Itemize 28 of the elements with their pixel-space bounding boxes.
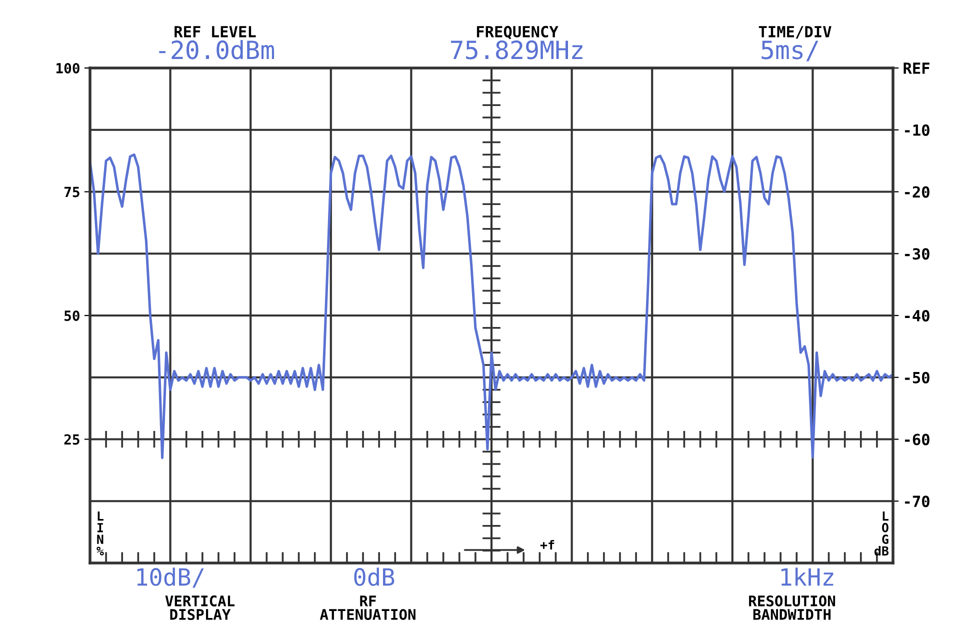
y2-tick-label: -60	[904, 434, 930, 446]
y2-tick-label: -50	[904, 372, 930, 384]
y2-axis-title: LOG dB	[874, 511, 889, 556]
text: RESOLUTION BANDWIDTH	[749, 595, 836, 620]
text: 10dB/	[137, 568, 204, 588]
text: REF LEVEL	[174, 26, 256, 38]
text: RF ATTENUATION	[320, 596, 416, 620]
line-series	[90, 153, 893, 460]
y2-tick-label: -20	[904, 186, 930, 198]
text: 0dB	[354, 568, 394, 586]
y-tick-label: 75	[64, 186, 80, 198]
y-axis-title: LIN%	[96, 511, 104, 556]
annotation: +f	[540, 540, 554, 550]
text: -20.0dBm	[159, 40, 274, 60]
y2-tick-label: -70	[904, 496, 930, 508]
y-tick-label: 50	[64, 310, 80, 321]
y2-tick-label: -10	[904, 124, 930, 136]
y2-tick-label: -30	[904, 248, 930, 260]
y-tick-label: 25	[64, 434, 80, 445]
text: 75.829MHz	[450, 40, 582, 60]
y2-tick-label: REF	[904, 62, 930, 74]
text: 1kHz	[781, 568, 834, 586]
text: VERTICAL DISPLAY	[165, 595, 235, 620]
text: 5ms/	[762, 40, 818, 62]
text: TIME/DIV	[758, 26, 832, 39]
y2-tick-label: -40	[904, 310, 930, 322]
text: FREQUENCY	[476, 26, 558, 40]
y-tick-label: 100	[56, 62, 80, 74]
